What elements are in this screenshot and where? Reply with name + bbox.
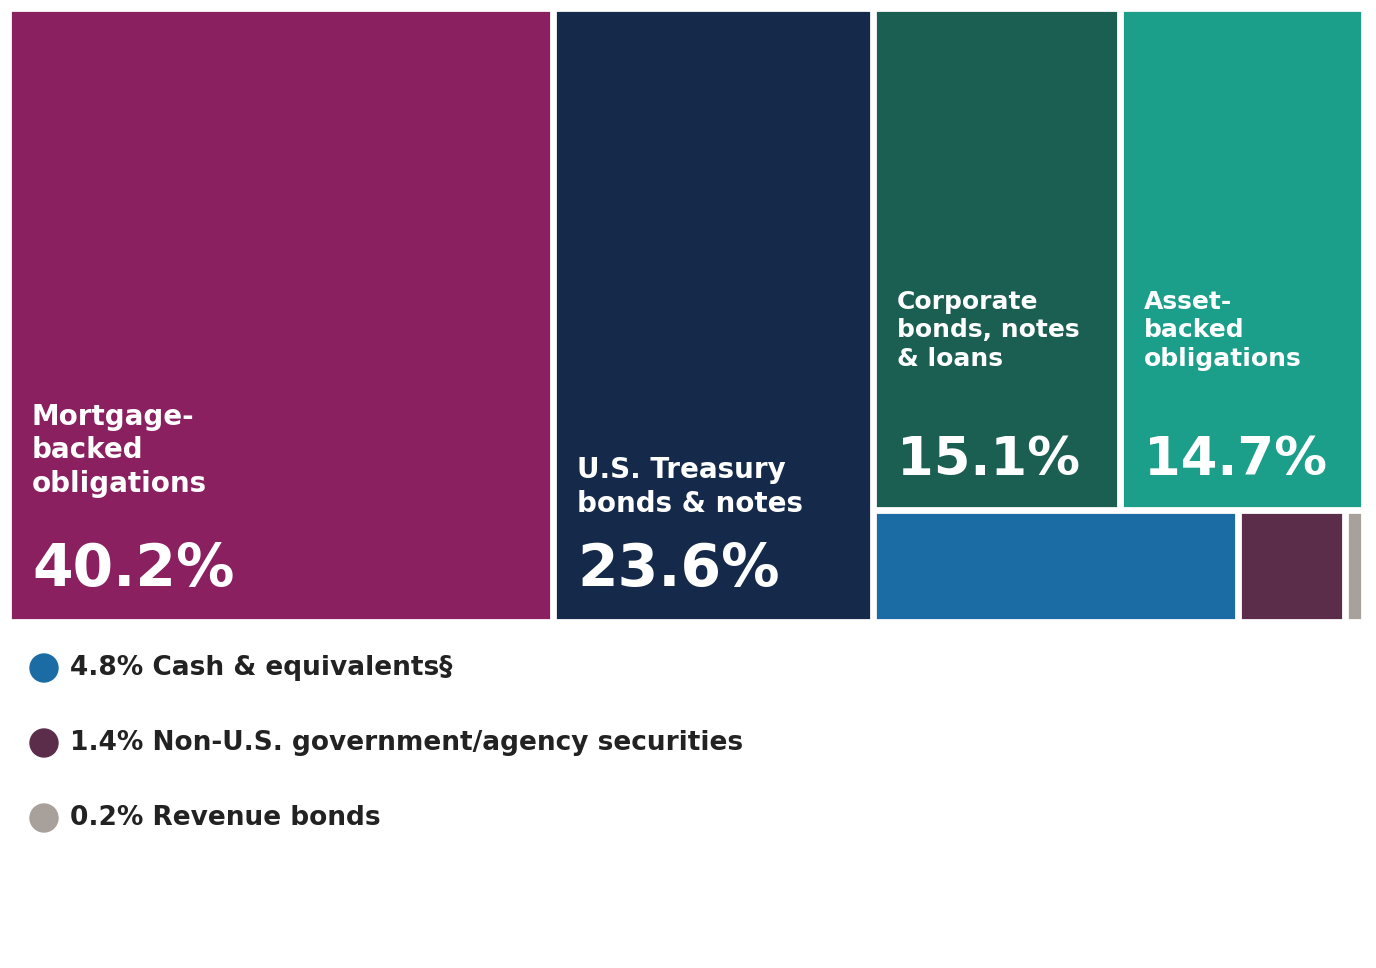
Text: 23.6%: 23.6%: [577, 541, 780, 598]
Circle shape: [30, 654, 58, 682]
Bar: [10, 10, 552, 620]
Bar: [875, 10, 1117, 508]
Circle shape: [30, 729, 58, 757]
Text: 1.4% Non-U.S. government/agency securities: 1.4% Non-U.S. government/agency securiti…: [70, 730, 743, 756]
Text: 40.2%: 40.2%: [32, 541, 234, 598]
Bar: [1121, 10, 1362, 508]
Bar: [1240, 512, 1343, 620]
Circle shape: [30, 804, 58, 832]
Text: Mortgage-
backed
obligations: Mortgage- backed obligations: [32, 403, 208, 498]
Text: 4.8% Cash & equivalents§: 4.8% Cash & equivalents§: [70, 655, 453, 681]
Text: U.S. Treasury
bonds & notes: U.S. Treasury bonds & notes: [577, 457, 804, 518]
Bar: [875, 512, 1236, 620]
Text: Corporate
bonds, notes
& loans: Corporate bonds, notes & loans: [897, 289, 1080, 371]
Text: 0.2% Revenue bonds: 0.2% Revenue bonds: [70, 805, 381, 831]
Text: 14.7%: 14.7%: [1143, 435, 1326, 486]
Text: Asset-
backed
obligations: Asset- backed obligations: [1143, 289, 1302, 371]
Bar: [555, 10, 871, 620]
Bar: [1347, 512, 1362, 620]
Text: 15.1%: 15.1%: [897, 435, 1080, 486]
